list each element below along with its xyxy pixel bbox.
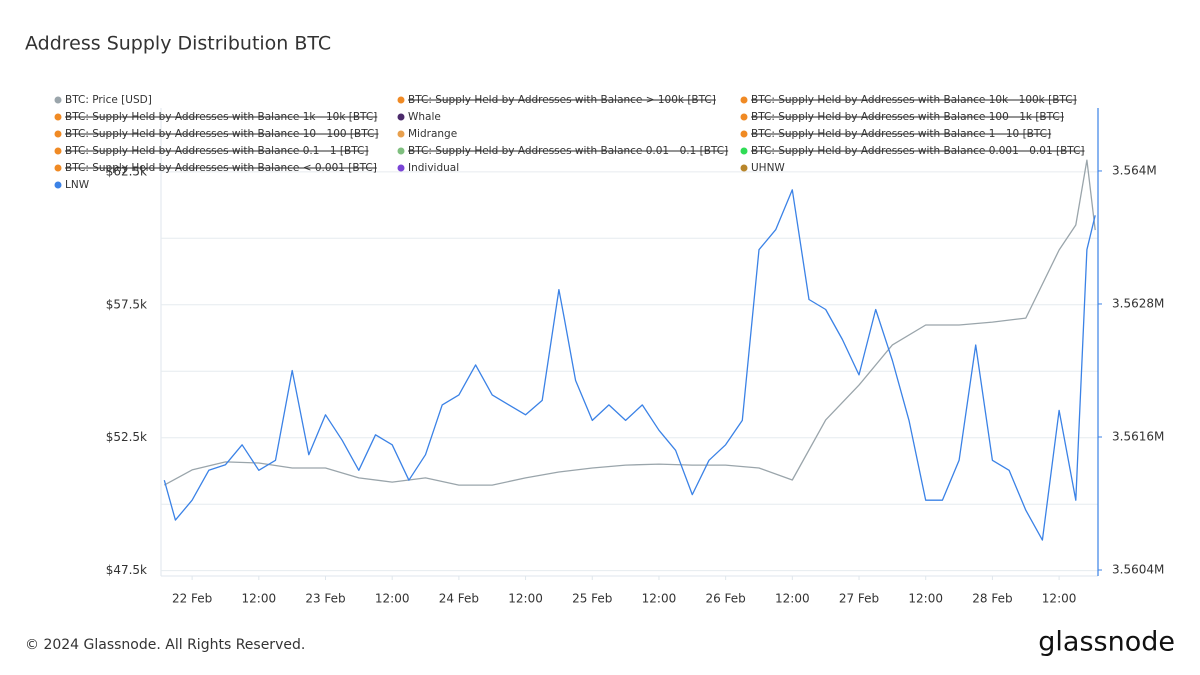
legend-marker [54, 113, 62, 121]
legend-marker [397, 147, 405, 155]
legend-label: BTC: Supply Held by Addresses with Balan… [751, 111, 1064, 123]
legend-label: Midrange [408, 128, 457, 140]
legend-marker [740, 164, 748, 172]
footer: © 2024 Glassnode. All Rights Reserved. [25, 637, 305, 653]
legend-marker [397, 113, 405, 121]
legend-marker [397, 96, 405, 104]
x-tick-label: 12:00 [775, 592, 810, 606]
legend-label: BTC: Supply Held by Addresses with Balan… [751, 94, 1077, 106]
x-tick-label: 22 Feb [172, 592, 212, 606]
legend-label: BTC: Supply Held by Addresses with Balan… [65, 111, 377, 123]
legend-label: BTC: Supply Held by Addresses with Balan… [408, 94, 716, 106]
x-tick-label: 12:00 [242, 592, 277, 606]
legend-label: BTC: Supply Held by Addresses with Balan… [408, 145, 728, 157]
legend-marker [54, 130, 62, 138]
legend-label: BTC: Supply Held by Addresses with Balan… [751, 145, 1085, 157]
legend-marker [397, 164, 405, 172]
legend-marker [740, 147, 748, 155]
legend-label: BTC: Price [USD] [65, 94, 152, 106]
y-tick-label: $52.5k [106, 430, 147, 444]
chart-title: Address Supply Distribution BTC [25, 33, 331, 55]
legend-label: Whale [408, 111, 441, 123]
x-tick-label: 23 Feb [305, 592, 345, 606]
y-tick-label: $57.5k [106, 297, 147, 311]
x-tick-label: 27 Feb [839, 592, 879, 606]
y2-tick-label: 3.564M [1112, 163, 1157, 177]
legend-label: BTC: Supply Held by Addresses with Balan… [65, 145, 368, 157]
legend-label: BTC: Supply Held by Addresses with Balan… [65, 128, 378, 140]
x-tick-label: 28 Feb [972, 592, 1012, 606]
legend-label: UHNW [751, 162, 785, 174]
legend-marker [54, 164, 62, 172]
legend-marker [740, 130, 748, 138]
x-tick-label: 26 Feb [705, 592, 745, 606]
x-tick-label: 12:00 [375, 592, 410, 606]
y-tick-label: $47.5k [106, 563, 147, 577]
x-tick-label: 25 Feb [572, 592, 612, 606]
brand-logo: glassnode [1038, 627, 1175, 658]
y2-tick-label: 3.5616M [1112, 429, 1164, 443]
x-tick-label: 12:00 [508, 592, 543, 606]
y2-tick-label: 3.5628M [1112, 296, 1164, 310]
legend-marker [740, 96, 748, 104]
legend-marker [397, 130, 405, 138]
legend-label: BTC: Supply Held by Addresses with Balan… [751, 128, 1051, 140]
x-tick-label: 12:00 [908, 592, 943, 606]
legend-marker [54, 181, 62, 189]
series-line [163, 159, 1096, 486]
legend-marker [54, 96, 62, 104]
legend-marker [54, 147, 62, 155]
x-tick-label: 24 Feb [439, 592, 479, 606]
series-line [163, 189, 1096, 541]
legend-marker [740, 113, 748, 121]
x-tick-label: 12:00 [1042, 592, 1077, 606]
legend-label: BTC: Supply Held by Addresses with Balan… [65, 162, 377, 174]
y2-tick-label: 3.5604M [1112, 563, 1164, 577]
x-tick-label: 12:00 [642, 592, 677, 606]
legend-label: Individual [408, 162, 459, 174]
legend-label: LNW [65, 179, 90, 191]
y-tick-label: $62.5k [106, 164, 147, 178]
